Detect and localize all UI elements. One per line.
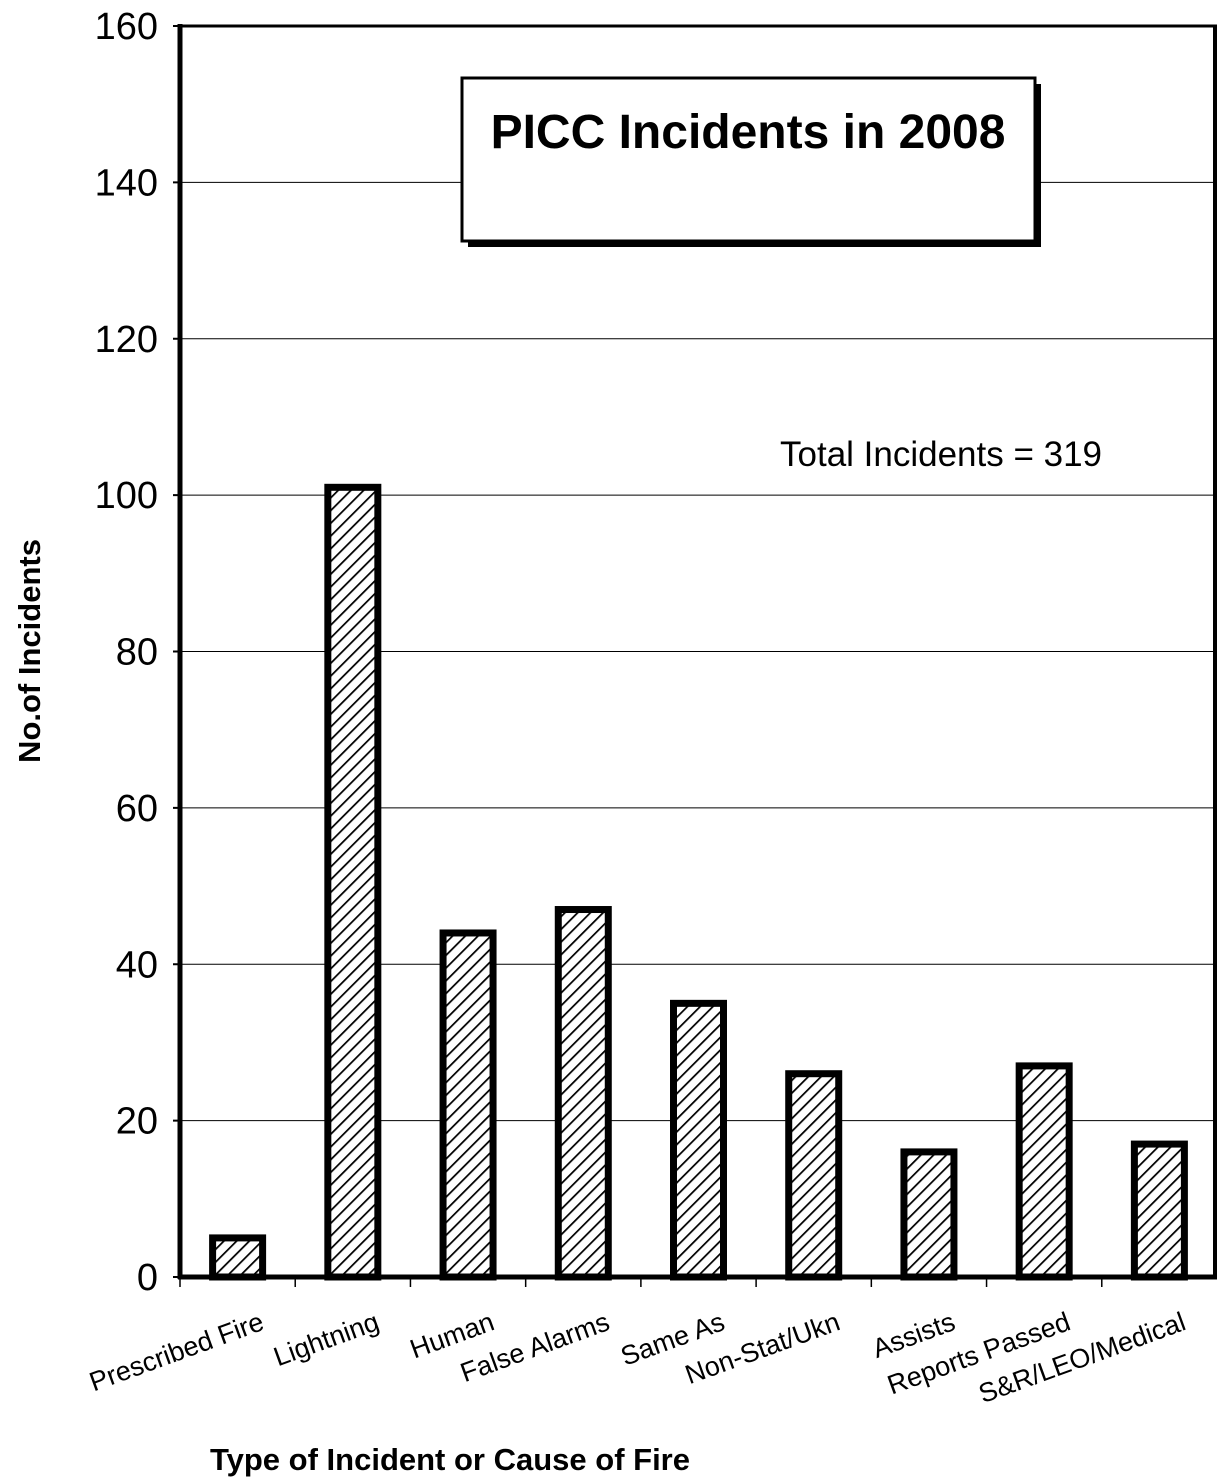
- y-tick-label: 20: [116, 1101, 158, 1143]
- x-tick-label: Prescribed Fire: [85, 1306, 267, 1397]
- bar: [209, 1234, 267, 1281]
- bar: [670, 999, 727, 1281]
- y-tick-label: 40: [116, 944, 158, 986]
- bar: [785, 1070, 843, 1281]
- title-box: PICC Incidents in 2008: [460, 76, 1041, 247]
- y-tick-labels: 0 20 40 60 80 100 120 140 160: [95, 6, 158, 1299]
- y-tick-label: 140: [95, 162, 158, 204]
- y-tick-label: 0: [137, 1257, 158, 1299]
- x-tick-label: Lightning: [270, 1306, 383, 1372]
- y-tick-label: 160: [95, 6, 158, 48]
- y-axis-title: No.of Incidents: [12, 539, 47, 763]
- bar: [1130, 1140, 1188, 1281]
- y-tick-label: 60: [116, 788, 158, 830]
- y-tick-label: 80: [116, 632, 158, 674]
- bar: [1015, 1062, 1073, 1281]
- bars: [209, 483, 1188, 1281]
- axes: [177, 24, 1217, 1280]
- bar: [324, 483, 382, 1281]
- chart-title: PICC Incidents in 2008: [491, 106, 1006, 159]
- y-tick-label: 100: [95, 475, 158, 517]
- bar: [900, 1148, 958, 1281]
- x-axis-title: Type of Incident or Cause of Fire: [210, 1442, 690, 1477]
- total-annotation: Total Incidents = 319: [780, 435, 1102, 474]
- bar: [554, 906, 612, 1281]
- y-tick-label: 120: [95, 319, 158, 361]
- bar: [439, 929, 497, 1281]
